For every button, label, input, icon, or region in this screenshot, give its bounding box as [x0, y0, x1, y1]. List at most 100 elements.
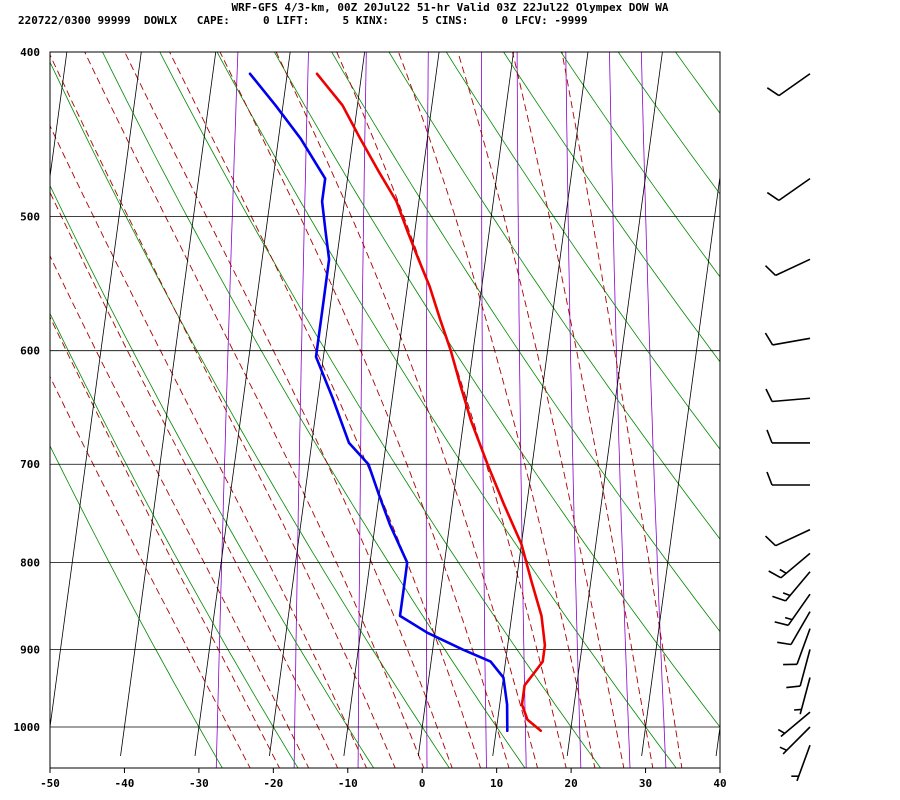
y-tick-label: 1000: [14, 721, 41, 734]
wind-barb: [766, 471, 811, 486]
moist-adiabat-line: [50, 53, 396, 768]
wind-barb: [779, 726, 811, 755]
dry-adiabat-line: [560, 52, 720, 278]
wind-barb-staff: [787, 593, 811, 626]
station-indices: 220722/0300 99999 DOWLX CAPE: 0 LIFT: 5 …: [18, 14, 588, 27]
plot-frame: [49, 51, 721, 769]
wind-barb-flag: [766, 429, 773, 444]
wind-barb-flag: [766, 471, 773, 486]
wind-barb-flag: [765, 388, 773, 402]
wind-barb: [791, 744, 811, 782]
moist-adiabat-line: [398, 52, 596, 768]
mixing-ratio-line: [640, 52, 667, 768]
x-tick-label: -40: [115, 777, 135, 790]
wind-barb-half-flag: [779, 568, 787, 574]
wind-barb-flag: [768, 570, 782, 579]
moist-adiabat-line: [50, 124, 368, 768]
y-tick-label: 700: [20, 458, 40, 471]
wind-barbs: [764, 73, 811, 782]
mixing-ratio-line: [293, 52, 309, 768]
moist-adiabat-line: [50, 191, 339, 768]
y-tick-label: 900: [20, 643, 40, 656]
wind-barb-staff: [799, 649, 811, 687]
isotherm-line: [566, 52, 663, 756]
wind-barb: [786, 649, 811, 689]
wind-barb: [766, 73, 811, 97]
moist-adiabat-line: [561, 52, 683, 768]
wind-barb: [765, 388, 811, 403]
dry-adiabat-line: [273, 52, 720, 728]
wind-barb: [766, 177, 811, 202]
dry-adiabat-line: [762, 14, 900, 770]
mixing-ratio-line: [357, 52, 367, 768]
wind-barb-flag: [777, 641, 792, 646]
moist-adiabat-line: [124, 52, 453, 768]
dry-adiabat-line: [503, 52, 720, 363]
chart-title: WRF-GFS 4/3-km, 00Z 20Jul22 51-hr Valid …: [231, 1, 669, 14]
wind-barb-flag: [764, 265, 777, 276]
dry-adiabat-line: [102, 52, 526, 768]
moist-adiabat-line: [84, 52, 425, 768]
x-tick-label: 10: [490, 777, 503, 790]
isotherm-line: [50, 52, 68, 180]
dry-adiabat-line: [388, 52, 720, 540]
mixing-ratio-line: [215, 52, 239, 768]
wind-barb-half-flag: [777, 728, 786, 734]
y-tick-label: 800: [20, 557, 40, 570]
temperature-line: [315, 72, 547, 732]
isotherm-grid: [50, 52, 720, 756]
dewpoint-line: [248, 72, 509, 732]
y-tick-label: 600: [20, 345, 40, 358]
wind-barb-staff: [772, 337, 811, 346]
wind-barb-staff: [799, 677, 811, 715]
x-tick-label: 20: [564, 777, 577, 790]
wind-barb: [764, 528, 811, 547]
wind-barb-flag: [766, 191, 780, 202]
wind-barb-flag: [774, 621, 789, 627]
isotherm-line: [641, 173, 720, 756]
wind-barb-flag: [766, 87, 780, 97]
background-lines: [50, 14, 900, 770]
isotherm-line: [120, 52, 217, 756]
dry-adiabat-line: [705, 14, 900, 770]
wind-barb-staff: [790, 611, 811, 645]
wind-barb-flag: [772, 595, 786, 602]
wind-barb-staff: [775, 528, 811, 547]
dry-adiabat-line: [50, 445, 223, 768]
isotherm-line: [715, 724, 720, 756]
x-tick-label: -30: [189, 777, 209, 790]
moist-adiabat-line: [336, 52, 567, 768]
wind-barb: [794, 677, 811, 715]
y-tick-label: 400: [20, 46, 40, 59]
wind-barb-half-flag: [794, 708, 802, 711]
wind-barb-half-flag: [782, 592, 791, 597]
dry-adiabat-line: [675, 52, 720, 114]
moist-adiabat-line: [50, 254, 310, 768]
mixing-ratio-line: [425, 52, 429, 768]
wind-barb: [764, 332, 811, 346]
wind-barb-staff: [772, 397, 811, 403]
dry-adiabat-line: [617, 52, 720, 195]
wind-barb-staff: [780, 552, 811, 579]
wind-barb: [764, 258, 811, 277]
y-tick-label: 500: [20, 210, 40, 223]
moist-adiabat-line: [457, 52, 625, 768]
moist-adiabat-line: [512, 52, 654, 768]
wind-barb-staff: [775, 258, 811, 277]
wind-barb-staff: [782, 726, 811, 755]
wind-barb-staff: [796, 628, 811, 665]
wind-barb: [766, 429, 811, 444]
mixing-ratio-line: [565, 52, 582, 768]
wind-barb-flag: [764, 332, 774, 346]
wind-barb-flag: [786, 685, 801, 689]
dry-adiabat-line: [875, 14, 900, 770]
dry-adiabat-line: [50, 184, 375, 768]
x-tick-label: 30: [639, 777, 652, 790]
wind-barb-flag: [764, 535, 777, 547]
wind-barb-staff: [778, 177, 811, 202]
x-tick-label: 0: [419, 777, 426, 790]
profile-lines: [248, 72, 547, 732]
dry-adiabat-line: [818, 14, 900, 770]
moist-adiabat-line: [275, 52, 538, 768]
